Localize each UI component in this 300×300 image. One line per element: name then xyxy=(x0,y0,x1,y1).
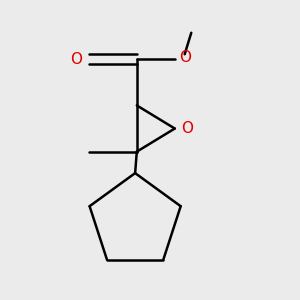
Text: O: O xyxy=(179,50,191,65)
Text: O: O xyxy=(181,121,193,136)
Text: O: O xyxy=(70,52,82,67)
